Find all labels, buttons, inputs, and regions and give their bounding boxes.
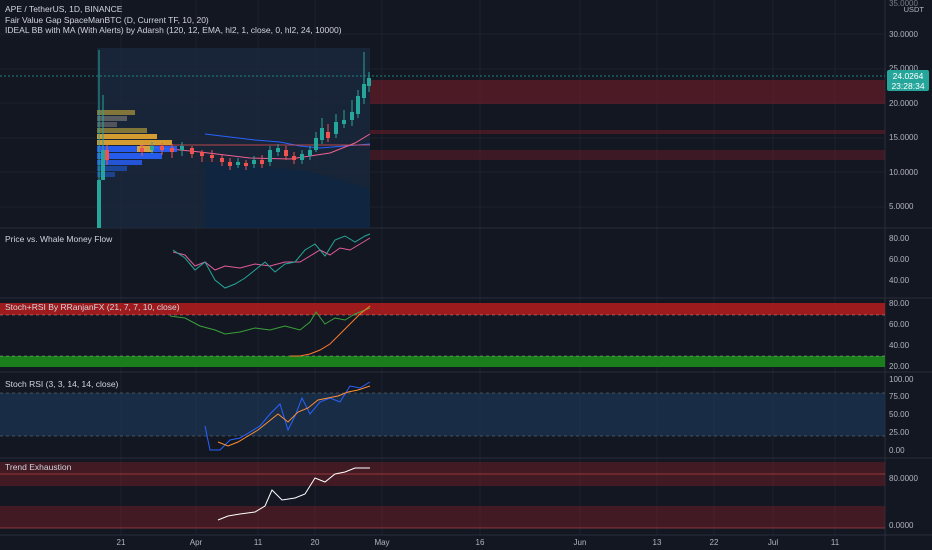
candle-body — [236, 162, 240, 165]
candle-body — [320, 128, 324, 140]
ranjan-tick: 60.00 — [889, 320, 910, 329]
trend-exhaustion-line — [217, 467, 370, 521]
current-price-badge[interactable]: 24.0264 23:28:34 — [887, 70, 929, 91]
stoch-rsi-title[interactable]: Stoch RSI (3, 3, 14, 14, close) — [5, 379, 119, 389]
candle-body — [350, 112, 354, 120]
stoch-tick: 0.00 — [889, 446, 905, 455]
candle-body — [105, 150, 109, 160]
bb-lower-band — [205, 162, 370, 228]
candle-body — [342, 120, 346, 124]
fvg-zone-mid — [370, 130, 885, 134]
whale-money-flow-lines — [172, 233, 371, 289]
stoch-rsi-band — [0, 393, 885, 436]
time-label: 21 — [116, 538, 126, 547]
candle-body — [362, 84, 366, 98]
currency-label: USDT — [903, 5, 924, 14]
time-label: 11 — [830, 538, 840, 547]
price-tick: 5.0000 — [889, 202, 914, 211]
whale-tick: 40.00 — [889, 276, 910, 285]
candle-body — [160, 146, 164, 150]
time-label: May — [374, 538, 390, 547]
time-label: Apr — [189, 538, 203, 547]
overbought-zone — [0, 303, 885, 315]
trend-bottom-zone — [0, 506, 885, 528]
trend-tick: 80.0000 — [889, 474, 918, 483]
current-price-value: 24.0264 — [892, 71, 924, 81]
candle-body — [220, 158, 224, 162]
candle-body — [308, 150, 312, 156]
stoch-tick: 25.00 — [889, 428, 910, 437]
candle-body — [140, 148, 144, 152]
candle-body — [356, 96, 360, 114]
price-tick: 30.0000 — [889, 30, 918, 39]
stoch-tick: 50.00 — [889, 410, 910, 419]
candle-body — [367, 78, 371, 86]
stoch-tick: 100.00 — [889, 375, 914, 384]
time-label: 13 — [652, 538, 662, 547]
stoch-rsi-ranjan-title[interactable]: Stoch+RSI By RRanjanFX (21, 7, 7, 10, cl… — [5, 302, 180, 312]
fvg-indicator-legend[interactable]: Fair Value Gap SpaceManBTC (D, Current T… — [5, 15, 209, 25]
price-tick: 10.0000 — [889, 168, 918, 177]
candle-body — [190, 148, 194, 154]
whale-tick: 60.00 — [889, 255, 910, 264]
stoch-rsi-lines — [204, 381, 371, 451]
candle-body — [228, 162, 232, 166]
candlestick-series[interactable] — [97, 50, 371, 228]
bb-indicator-legend[interactable]: IDEAL BB with MA (With Alerts) by Adarsh… — [5, 25, 342, 35]
time-label: Jul — [767, 538, 779, 547]
price-tick: 25.0000 — [889, 64, 918, 73]
price-tick: 15.0000 — [889, 133, 918, 142]
time-label: 20 — [310, 538, 320, 547]
candle-body — [97, 180, 101, 228]
candle-body — [314, 138, 318, 150]
bb-upper-line — [204, 133, 371, 149]
bar-countdown: 23:28:34 — [891, 81, 925, 91]
candle-body — [276, 148, 280, 152]
time-label: Jun — [573, 538, 587, 547]
time-label: 16 — [475, 538, 485, 547]
candle-body — [252, 160, 256, 164]
candle-body — [244, 163, 248, 166]
candle-body — [180, 146, 184, 150]
volume-profile — [97, 110, 177, 177]
candle-body — [292, 156, 296, 160]
ranjan-tick: 80.00 — [889, 299, 910, 308]
candle-body — [210, 155, 214, 158]
trend-exhaustion-title[interactable]: Trend Exhaustion — [5, 462, 72, 472]
candle-body — [101, 150, 105, 180]
candle-body — [284, 150, 288, 156]
fvg-zone-lower — [370, 150, 885, 160]
candle-body — [300, 154, 304, 160]
whale-tick: 80.00 — [889, 234, 910, 243]
time-label: 22 — [709, 538, 719, 547]
candle-body — [326, 132, 330, 138]
symbol-title[interactable]: APE / TetherUS, 1D, BINANCE — [5, 4, 123, 14]
candle-body — [268, 150, 272, 162]
candle-body — [200, 152, 204, 156]
oversold-zone — [0, 356, 885, 367]
price-tick: 20.0000 — [889, 99, 918, 108]
candle-body — [170, 148, 174, 152]
candle-body — [260, 160, 264, 164]
time-label: 11 — [253, 538, 263, 547]
stoch-rsi-ranjan-lines — [169, 305, 371, 357]
price-tick-top: 35.0000 — [889, 0, 918, 8]
ranjan-tick: 40.00 — [889, 341, 910, 350]
candle-body — [150, 146, 154, 150]
stoch-tick: 75.00 — [889, 392, 910, 401]
whale-pane-title[interactable]: Price vs. Whale Money Flow — [5, 234, 113, 244]
ranjan-tick: 20.00 — [889, 362, 910, 371]
fvg-zone-upper — [370, 80, 885, 104]
trend-tick: 0.0000 — [889, 521, 914, 530]
candle-body — [334, 122, 338, 134]
